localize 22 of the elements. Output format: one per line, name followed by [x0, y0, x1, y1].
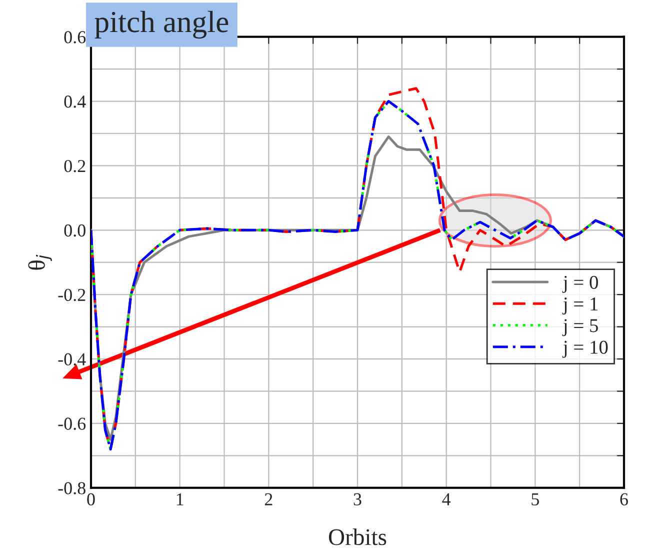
y-axis-title: θ$_{j}$: [28, 254, 52, 270]
legend-label: j = 0: [562, 276, 598, 293]
x-tick-label: 4: [442, 493, 451, 506]
x-tick-label: 1: [176, 493, 184, 506]
y-tick-label: -0.8: [58, 482, 86, 494]
y-tick-label: -0.2: [58, 288, 86, 302]
x-tick-label: 6: [620, 493, 628, 506]
y-tick-label: 0.6: [64, 31, 86, 44]
y-tick-label: 0.0: [64, 224, 86, 237]
legend-label: j = 5: [562, 319, 598, 336]
legend-label: j = 1: [562, 298, 598, 315]
y-tick-label: 0.2: [64, 160, 86, 172]
x-tick-label: 0: [87, 493, 95, 506]
x-tick-label: 2: [264, 493, 272, 506]
x-tick-label: 5: [532, 493, 539, 506]
x-axis-title: Orbits: [328, 528, 386, 546]
y-tick-label: -0.6: [58, 418, 86, 430]
y-tick-label: 0.4: [64, 96, 86, 108]
x-tick-label: 3: [354, 493, 362, 506]
chart-title: pitch angle: [94, 10, 228, 39]
legend-label: j = 10: [562, 340, 608, 358]
y-tick-label: -0.4: [58, 353, 86, 366]
